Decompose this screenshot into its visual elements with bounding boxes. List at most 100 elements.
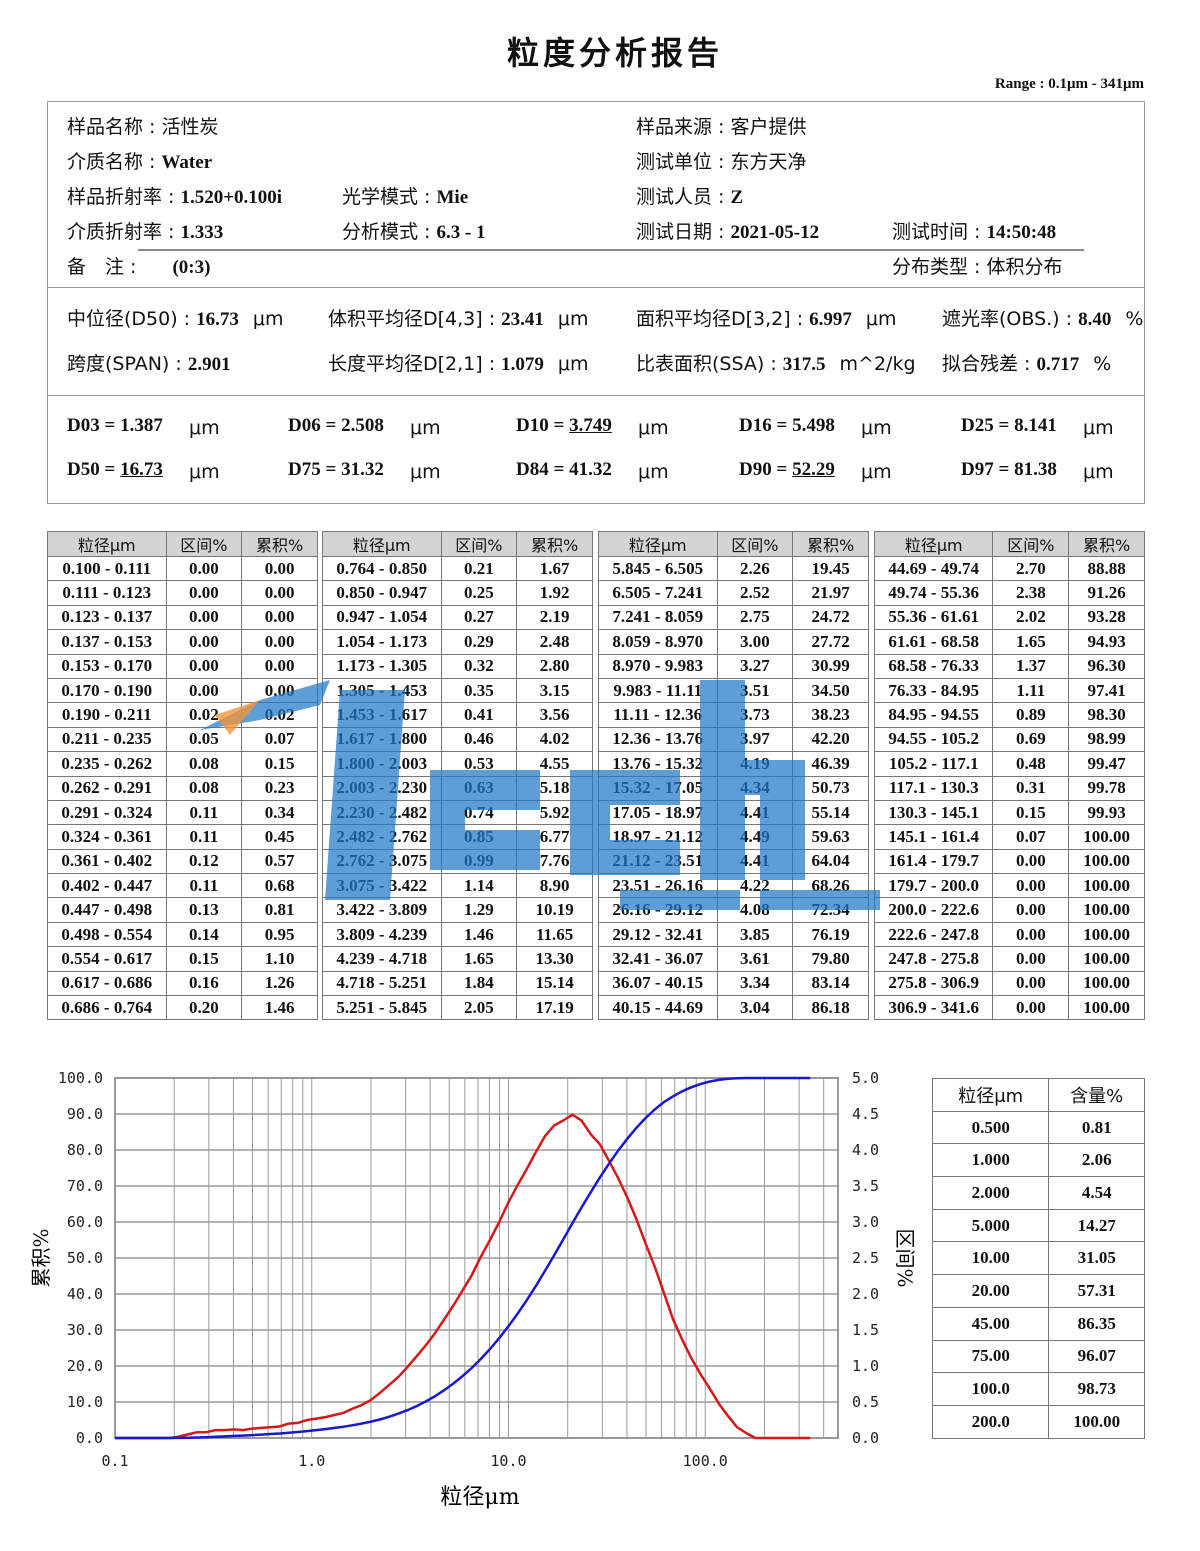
param-label: 跨度(SPAN) : (67, 353, 188, 375)
interval-percent: 0.14 (165, 921, 243, 948)
size-range: 3.809 - 4.239 (322, 921, 442, 948)
table-row: 3.075 - 3.422 1.14 8.90 (322, 873, 593, 899)
table-row: 44.69 - 49.74 2.70 88.88 (873, 555, 1145, 582)
table-row: 3.422 - 3.809 1.29 10.19 (322, 897, 593, 923)
table-row: 179.7 - 200.0 0.00 100.00 (873, 873, 1145, 899)
table-row: 0.554 - 0.617 0.15 1.10 (47, 946, 318, 972)
size-range: 145.1 - 161.4 (873, 824, 994, 850)
param-unit: μm (865, 308, 897, 330)
cumulative-percent: 5.18 (516, 775, 593, 801)
table-row: 0.153 - 0.170 0.00 0.00 (47, 653, 318, 679)
cumulative-percent: 83.14 (792, 970, 869, 997)
size-range: 4.239 - 4.718 (322, 946, 442, 972)
particle-size: 5.000 (931, 1208, 1050, 1243)
d-number: 81.38 (1014, 459, 1057, 480)
table-row: 0.361 - 0.402 0.12 0.57 (47, 848, 318, 875)
content-percent: 57.31 (1048, 1274, 1145, 1308)
cumulative-percent: 0.00 (241, 580, 318, 606)
size-range: 1.453 - 1.617 (322, 702, 442, 728)
d-value: D75 = 31.32 (288, 459, 384, 481)
y-right-tick-label: 3.0 (852, 1213, 879, 1231)
test-time: 测试时间 : 14:50:48 (892, 217, 1056, 244)
interval-percent: 3.73 (716, 702, 794, 728)
size-range: 94.55 - 105.2 (873, 726, 994, 753)
size-range: 2.762 - 3.075 (322, 848, 442, 875)
interval-percent: 0.00 (992, 946, 1070, 972)
size-range: 11.11 - 12.36 (598, 702, 718, 728)
d-value: D10 = 3.749 (516, 415, 612, 437)
interval-percent: 0.15 (165, 946, 243, 972)
y-right-tick-label: 3.5 (852, 1177, 879, 1195)
date-label: 测试日期 : (636, 221, 731, 243)
interval-percent: 1.29 (440, 897, 518, 923)
param-value: 6.997 (809, 309, 852, 330)
tester-value: Z (730, 187, 744, 208)
table-row: 275.8 - 306.9 0.00 100.00 (873, 970, 1145, 997)
param-unit: μm (252, 308, 284, 330)
interval-percent: 0.00 (992, 848, 1070, 875)
size-range: 76.33 - 84.95 (873, 677, 994, 704)
table-row: 0.686 - 0.764 0.20 1.46 (47, 995, 318, 1021)
y-right-tick-label: 4.5 (852, 1105, 879, 1123)
size-range: 6.505 - 7.241 (598, 580, 718, 606)
size-range: 8.059 - 8.970 (598, 629, 718, 655)
size-table-block: 粒径μm 区间% 累积% 0.100 - 0.111 0.00 0.00 0.111 - 0… (47, 531, 318, 1021)
size-range: 0.100 - 0.111 (47, 555, 167, 582)
cumulative-percent: 0.81 (241, 897, 318, 923)
size-range: 0.850 - 0.947 (322, 580, 442, 606)
param-item: 比表面积(SSA) : 317.5 m^2/kg (636, 349, 916, 376)
size-range: 32.41 - 36.07 (598, 946, 718, 972)
table-row: 0.262 - 0.291 0.08 0.23 (47, 775, 318, 801)
particle-size: 75.00 (931, 1339, 1050, 1374)
size-range: 5.845 - 6.505 (598, 555, 718, 582)
d-number: 8.141 (1014, 415, 1057, 436)
size-range: 1.054 - 1.173 (322, 629, 442, 655)
cumulative-percent: 17.19 (516, 995, 593, 1021)
table-row: 2.000 4.54 (931, 1176, 1145, 1210)
interval-percent: 0.11 (165, 799, 243, 826)
table-row: 0.447 - 0.498 0.13 0.81 (47, 897, 318, 923)
interval-percent: 3.00 (716, 629, 794, 655)
size-range: 0.262 - 0.291 (47, 775, 167, 801)
size-range: 0.190 - 0.211 (47, 702, 167, 728)
d-unit: μm (189, 417, 220, 439)
interval-percent: 4.41 (716, 848, 794, 875)
divider (48, 287, 1144, 288)
cumulative-percent: 55.14 (792, 799, 869, 826)
particle-size: 100.0 (931, 1372, 1050, 1406)
table-row: 13.76 - 15.32 4.19 46.39 (598, 751, 869, 777)
table-row: 0.947 - 1.054 0.27 2.19 (322, 604, 593, 631)
param-unit: m^2/kg (839, 353, 916, 375)
d-label: D03 = (67, 415, 121, 436)
interval-percent: 0.00 (165, 580, 243, 606)
size-range: 21.12 - 23.51 (598, 848, 718, 875)
param-item: 面积平均径D[3,2] : 6.997 μm (636, 304, 897, 331)
size-range: 0.235 - 0.262 (47, 751, 167, 777)
table-row: 0.764 - 0.850 0.21 1.67 (322, 555, 593, 582)
summary-table: 粒径μm 含量% 0.500 0.81 1.000 2.06 2.000 4.54 5.000 1… (931, 1078, 1145, 1439)
medium-value: Water (161, 152, 213, 173)
d-unit: μm (410, 417, 441, 439)
interval-percent: 0.05 (165, 726, 243, 753)
interval-curve (115, 1113, 811, 1440)
interval-percent: 1.46 (440, 921, 518, 948)
interval-percent: 0.00 (165, 629, 243, 655)
cumulative-percent: 8.90 (516, 873, 593, 899)
size-table-block: 粒径μm 区间% 累积% 44.69 - 49.74 2.70 88.88 49.74 - … (873, 531, 1145, 1021)
param-value: 317.5 (782, 354, 826, 375)
x-tick-label: 1.0 (298, 1452, 325, 1470)
column-header: 区间% (165, 531, 243, 557)
interval-percent: 0.21 (440, 555, 518, 582)
param-label: 中位径(D50) : (67, 308, 197, 330)
y-right-tick-label: 4.0 (852, 1141, 879, 1159)
interval-percent: 0.11 (165, 824, 243, 850)
table-row: 55.36 - 61.61 2.02 93.28 (873, 604, 1145, 631)
sample-ri-value: 1.520+0.100i (180, 187, 283, 208)
time-label: 测试时间 : (892, 221, 987, 243)
param-value: 23.41 (501, 309, 544, 330)
particle-size: 45.00 (931, 1306, 1050, 1341)
table-row: 10.00 31.05 (931, 1241, 1145, 1276)
size-range: 36.07 - 40.15 (598, 970, 718, 997)
table-row: 36.07 - 40.15 3.34 83.14 (598, 970, 869, 997)
param-label: 面积平均径D[3,2] : (636, 308, 810, 330)
